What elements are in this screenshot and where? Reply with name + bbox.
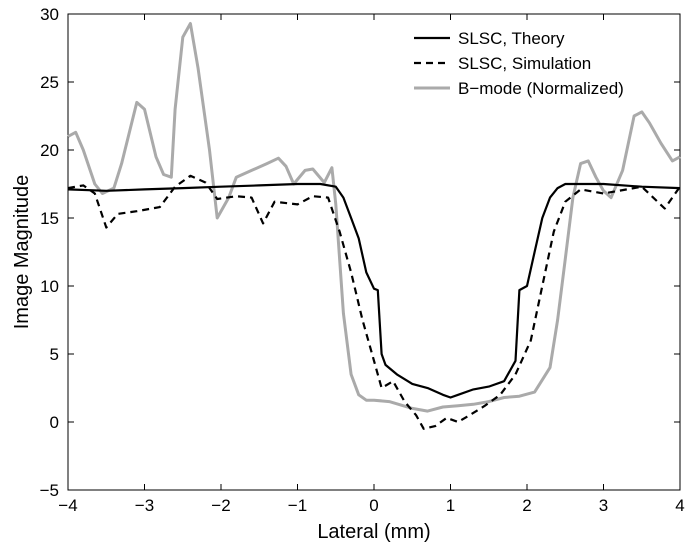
x-tick-label: −3 [135,496,154,515]
series-line [67,22,681,413]
x-tick-label: 3 [599,496,608,515]
legend-label: SLSC, Theory [458,29,565,48]
y-tick-label: 30 [40,5,59,24]
legend-label: SLSC, Simulation [458,54,591,73]
axis-ticks: −4 −3 −2 −1 0 1 2 3 4 −5 0 5 10 15 20 25 30 [40,5,685,515]
y-tick-label: 10 [40,277,59,296]
x-tick-label: 2 [522,496,531,515]
x-axis-label: Lateral (mm) [317,521,430,543]
x-tick-label: 4 [675,496,684,515]
y-tick-label: −5 [40,481,59,500]
y-tick-label: 20 [40,141,59,160]
series-layer [67,22,681,430]
x-tick-label: 1 [446,496,455,515]
y-tick-label: 5 [50,345,59,364]
y-axis-label: Image Magnitude [11,175,33,330]
legend-box [408,22,674,106]
series-line [67,174,681,430]
x-tick-label: −1 [288,496,307,515]
x-tick-label: −2 [211,496,230,515]
legend-label: B−mode (Normalized) [458,79,624,98]
y-tick-label: 0 [50,413,59,432]
y-tick-label: 15 [40,209,59,228]
x-tick-label: −4 [58,496,77,515]
series-line [67,182,681,399]
legend: SLSC, Theory SLSC, Simulation B−mode (Norm… [408,22,674,106]
x-tick-label: 0 [369,496,378,515]
y-tick-label: 25 [40,73,59,92]
